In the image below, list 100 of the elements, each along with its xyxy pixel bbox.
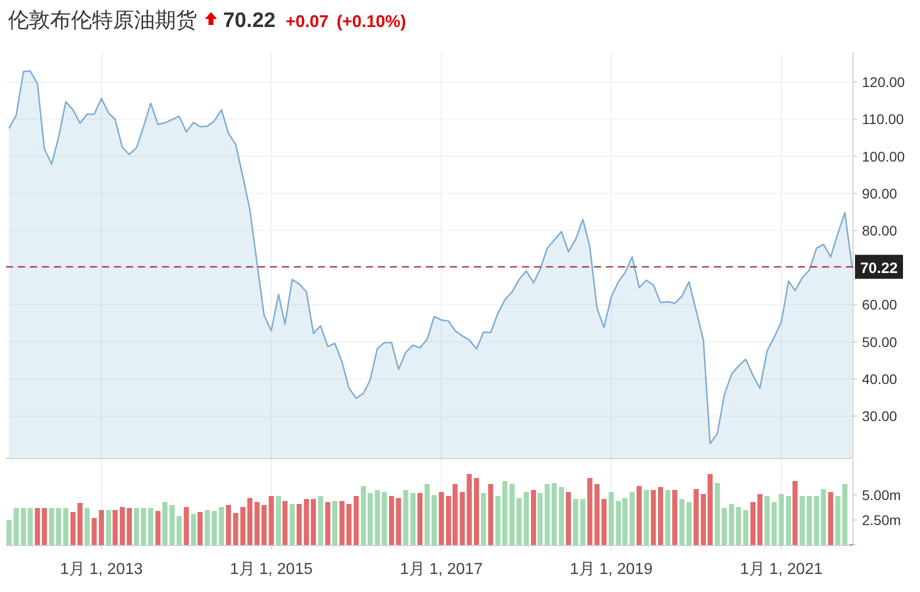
bar (580, 499, 586, 545)
bar (694, 489, 699, 545)
bar (98, 510, 104, 545)
bar (6, 520, 12, 545)
bar (49, 508, 54, 545)
x-tick-label: 1月 1, 2015 (230, 561, 313, 578)
bar (587, 478, 592, 545)
bar (389, 496, 394, 545)
bar (240, 507, 246, 545)
bar (495, 496, 500, 545)
bar (558, 487, 564, 545)
bar (339, 501, 345, 545)
bar (218, 507, 224, 545)
bar (750, 502, 756, 545)
bar (573, 499, 578, 545)
bar (226, 505, 232, 545)
bar (310, 499, 316, 545)
bar (148, 508, 154, 545)
bar (502, 481, 508, 545)
bar (84, 508, 90, 545)
bar (530, 490, 536, 545)
x-tick-label: 1月 1, 2019 (570, 561, 653, 578)
bar (120, 507, 125, 545)
bar (374, 490, 380, 545)
bar (396, 498, 402, 545)
y-tick-label: 90.00 (862, 185, 898, 202)
y-tick-label: 100.00 (862, 148, 906, 164)
bar (247, 498, 252, 545)
bar (644, 490, 649, 545)
bar (510, 484, 515, 545)
bar (608, 492, 614, 545)
bar (77, 503, 83, 545)
bar (42, 508, 47, 545)
bar (424, 484, 430, 545)
bar (537, 493, 543, 545)
bar (566, 492, 571, 545)
bar (410, 493, 416, 545)
bar (524, 492, 529, 545)
y-tick-label: 2.50m (862, 512, 901, 528)
bar (126, 508, 132, 545)
bar (304, 499, 309, 545)
bar (70, 512, 76, 545)
bar (432, 495, 437, 545)
bar (403, 490, 408, 545)
bar (140, 508, 146, 545)
bar (764, 496, 770, 545)
bar (736, 507, 742, 545)
bar (814, 496, 820, 545)
y-tick-label: 80.00 (862, 222, 898, 239)
bar (820, 489, 826, 545)
y-tick-label: 110.00 (862, 111, 904, 128)
bar (268, 496, 274, 545)
bar (601, 499, 607, 545)
bar (650, 490, 656, 545)
bar (56, 508, 62, 545)
bar (191, 514, 196, 545)
bar (134, 508, 140, 545)
ref-line-label: 70.22 (860, 260, 898, 277)
bar (112, 510, 118, 545)
chart-title: 伦敦布伦特原油期货 (8, 9, 197, 32)
y-tick-label: 60.00 (862, 296, 898, 313)
bar (714, 483, 720, 545)
bar (665, 490, 670, 545)
bar (480, 493, 486, 545)
bar (630, 492, 635, 545)
bar (672, 490, 678, 545)
bar (346, 504, 352, 545)
bar (155, 511, 160, 545)
y-tick-label: 5.00m (862, 487, 901, 503)
bar (772, 502, 777, 545)
bar (254, 502, 260, 545)
bar (438, 492, 444, 545)
bar (842, 484, 848, 545)
bar (290, 504, 295, 545)
bar (276, 496, 282, 545)
bar (162, 502, 168, 545)
bar (184, 507, 189, 545)
bar (34, 508, 40, 545)
bar (233, 513, 238, 545)
bar (778, 494, 784, 545)
bar (516, 498, 522, 545)
bar (354, 496, 359, 545)
bar (63, 508, 68, 545)
bar (332, 501, 338, 545)
x-tick-label: 1月 1, 2013 (60, 561, 143, 578)
bar (318, 496, 324, 545)
bar (835, 496, 840, 545)
bar (382, 492, 387, 545)
bar (594, 484, 600, 545)
bar (106, 510, 112, 545)
bar (325, 502, 330, 545)
bar (636, 486, 642, 545)
bar (658, 487, 664, 545)
bar (417, 493, 423, 545)
bar (92, 518, 97, 545)
y-tick-label: 30.00 (862, 408, 898, 424)
bar (728, 504, 734, 545)
bar (262, 505, 267, 545)
bar (296, 504, 302, 545)
bar (282, 501, 288, 545)
